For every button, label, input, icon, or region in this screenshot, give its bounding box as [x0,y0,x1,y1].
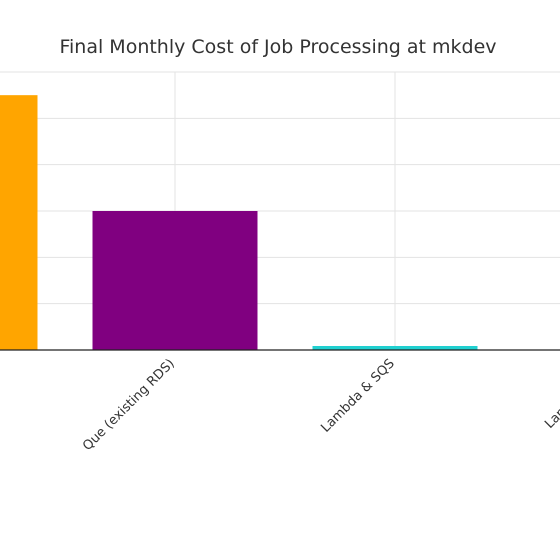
x-tick-label: Que (existing RDS) [80,356,178,454]
grid-lines [0,71,560,350]
bar [312,346,478,350]
bars [0,95,478,351]
chart-title: Final Monthly Cost of Job Processing at … [59,36,496,58]
x-tick-label: Lambda & S… [542,356,560,432]
bar [0,95,38,351]
x-tick-label: Lambda & SQS [318,356,398,436]
x-tick-labels: …0% SpotQue (existing RDS)Lambda & SQSLa… [80,356,560,454]
bar [92,211,258,350]
